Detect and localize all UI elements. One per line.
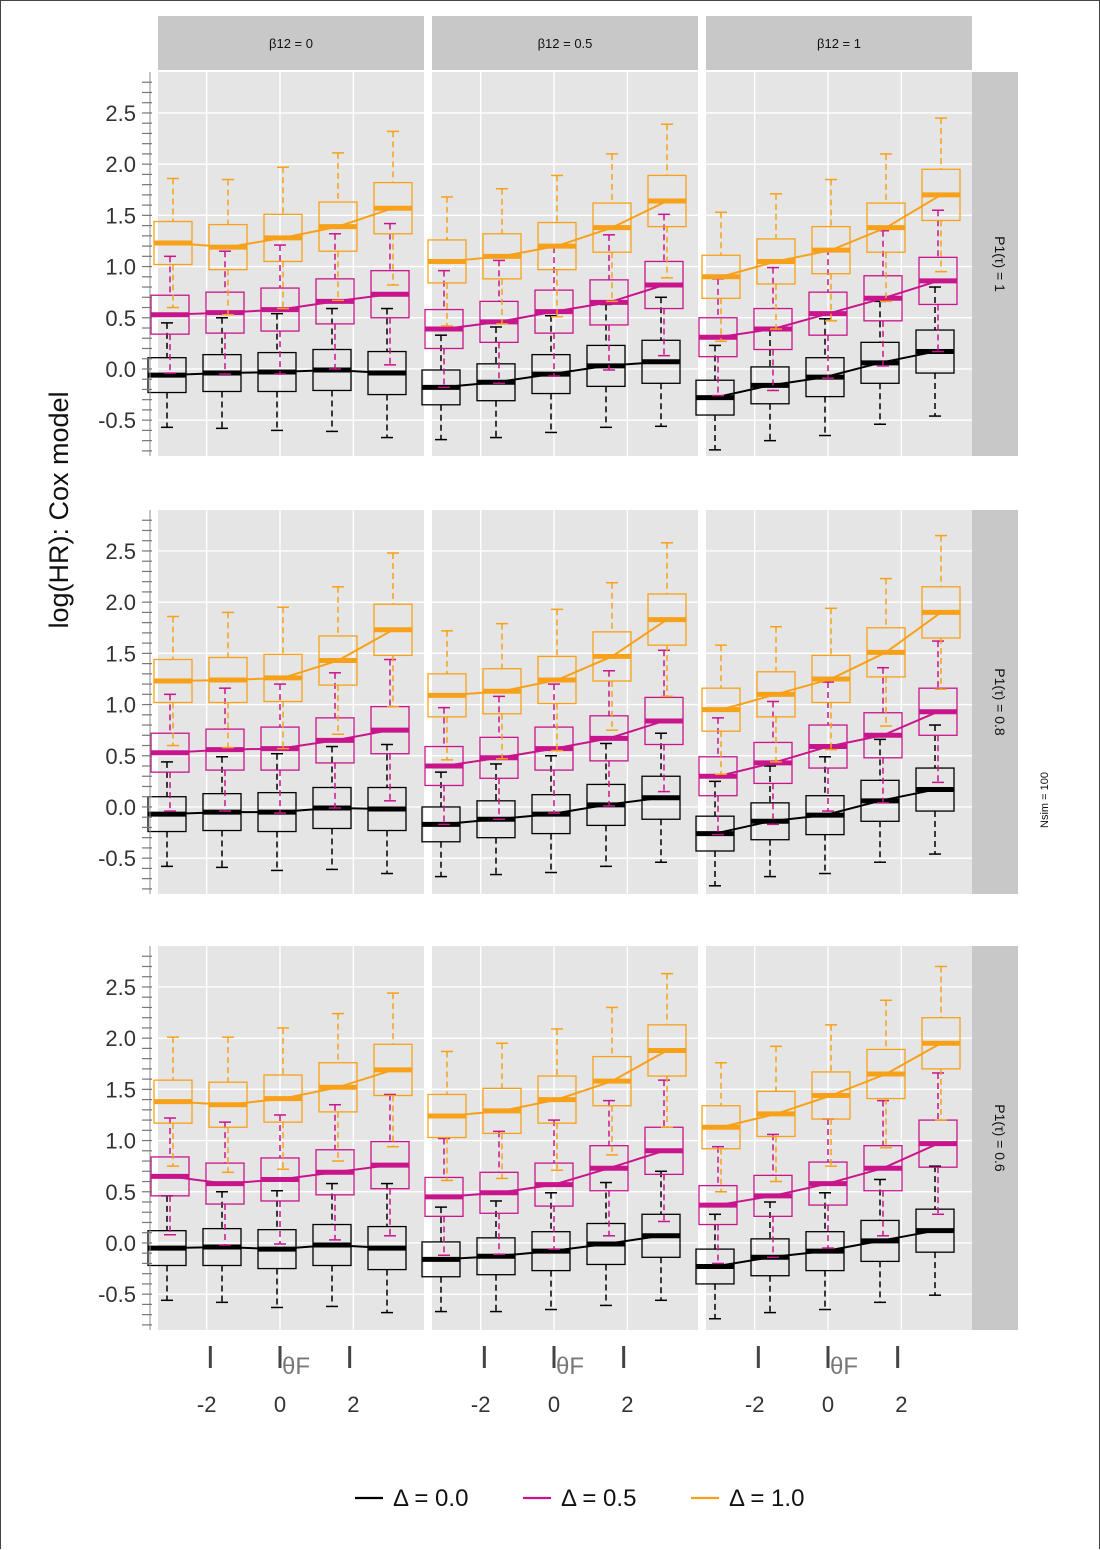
y-tick-label: -0.5 — [98, 1282, 136, 1307]
panel-background — [432, 72, 698, 456]
x-tick-label: 2 — [895, 1392, 907, 1417]
median-line — [166, 806, 388, 816]
y-tick-label: 0.5 — [105, 744, 136, 769]
y-tick-label: 0.0 — [105, 1231, 136, 1256]
y-axis: -0.5 0.0 0.5 1.0 1.5 2.0 2.5 — [98, 946, 152, 1330]
median-line — [166, 368, 388, 377]
column-strip — [706, 16, 972, 70]
median-line — [443, 284, 665, 331]
y-tick-label: 0.0 — [105, 795, 136, 820]
column-strip-label: β12 = 0.5 — [538, 36, 593, 51]
y-tick-label: 2.0 — [105, 1026, 136, 1051]
y-tick-label: 2.5 — [105, 101, 136, 126]
median-line — [166, 1244, 388, 1251]
legend: Δ = 0.0 Δ = 0.5 Δ = 1.0 — [355, 1485, 804, 1512]
column-strip — [432, 16, 698, 70]
panel — [695, 510, 972, 894]
median-line — [172, 207, 394, 249]
y-tick-label: -0.5 — [98, 846, 136, 871]
median-line — [440, 796, 662, 826]
x-tick-label: 2 — [347, 1392, 359, 1417]
median-line — [440, 1234, 662, 1261]
y-tick-label: 0.0 — [105, 357, 136, 382]
y-tick-label: 1.0 — [105, 255, 136, 280]
x-axis-label: θF — [830, 1353, 858, 1380]
x-tick-label: -2 — [197, 1392, 217, 1417]
x-tick-label: -2 — [745, 1392, 765, 1417]
median-line — [717, 279, 939, 339]
y-tick-label: 2.0 — [105, 152, 136, 177]
y-tick-label: 1.0 — [105, 693, 136, 718]
median-line — [717, 710, 939, 778]
y-tick-label: 1.0 — [105, 1129, 136, 1154]
x-tick-label: 2 — [621, 1392, 633, 1417]
x-tick-label: 0 — [548, 1392, 560, 1417]
panel-background — [706, 946, 972, 1330]
column-strip — [158, 16, 424, 70]
median-line — [169, 293, 391, 316]
y-tick-label: 0.5 — [105, 306, 136, 331]
panel — [695, 946, 972, 1330]
panel-background — [158, 72, 424, 456]
y-tick-label: 2.5 — [105, 539, 136, 564]
panel — [695, 72, 972, 456]
panel — [147, 946, 424, 1330]
panel-background — [432, 946, 698, 1330]
y-tick-label: -0.5 — [98, 408, 136, 433]
median-line — [720, 1042, 942, 1129]
x-axis: θF -2 0 2 — [471, 1346, 633, 1417]
median-line — [720, 611, 942, 711]
panel — [421, 72, 698, 456]
median-line — [720, 194, 942, 278]
y-axis: -0.5 0.0 0.5 1.0 1.5 2.0 2.5 — [98, 72, 152, 456]
y-tick-label: 1.5 — [105, 641, 136, 666]
panels-layer: β12 = 0 β12 = 0.5 β12 = 1 P1(τ) = 1 P1(τ) = … — [98, 16, 1018, 1417]
median-line — [443, 1149, 665, 1198]
panel — [421, 946, 698, 1330]
y-tick-label: 2.0 — [105, 590, 136, 615]
x-axis-label: θF — [556, 1353, 584, 1380]
y-tick-label: 1.5 — [105, 203, 136, 228]
y-tick-label: 0.5 — [105, 1180, 136, 1205]
caption: Nsim = 100 — [1039, 772, 1051, 828]
row-strip-label: P1(τ) = 0.6 — [992, 1104, 1008, 1172]
panel — [421, 510, 698, 894]
row-strip-label: P1(τ) = 1 — [992, 236, 1008, 292]
x-axis-label: θF — [282, 1353, 310, 1380]
legend-label: Δ = 1.0 — [729, 1485, 804, 1512]
median-line — [440, 360, 662, 389]
legend-label: Δ = 0.0 — [393, 1485, 468, 1512]
y-tick-label: 2.5 — [105, 975, 136, 1000]
panel — [147, 510, 424, 894]
median-line — [172, 1068, 394, 1106]
x-tick-label: -2 — [471, 1392, 491, 1417]
y-axis-label: log(HR): Cox model — [44, 391, 74, 628]
panel — [147, 72, 424, 456]
median-line — [446, 1049, 668, 1117]
median-line — [717, 1142, 939, 1207]
median-line — [714, 788, 936, 835]
median-line — [169, 1164, 391, 1185]
median-line — [446, 200, 668, 263]
median-line — [443, 719, 665, 767]
y-tick-label: 1.5 — [105, 1077, 136, 1102]
median-line — [714, 350, 936, 399]
column-strip-label: β12 = 0 — [269, 36, 313, 51]
median-line — [172, 628, 394, 683]
x-tick-label: 0 — [274, 1392, 286, 1417]
median-line — [446, 618, 668, 697]
column-strip-label: β12 = 1 — [817, 36, 861, 51]
x-axis: θF -2 0 2 — [197, 1346, 359, 1417]
row-strip-label: P1(τ) = 0.8 — [992, 668, 1008, 736]
x-tick-label: 0 — [822, 1392, 834, 1417]
x-axis: θF -2 0 2 — [745, 1346, 907, 1417]
panel-background — [432, 510, 698, 894]
y-axis: -0.5 0.0 0.5 1.0 1.5 2.0 2.5 — [98, 510, 152, 894]
panel-background — [706, 72, 972, 456]
median-line — [714, 1229, 936, 1268]
panel-background — [158, 946, 424, 1330]
legend-label: Δ = 0.5 — [561, 1485, 636, 1512]
